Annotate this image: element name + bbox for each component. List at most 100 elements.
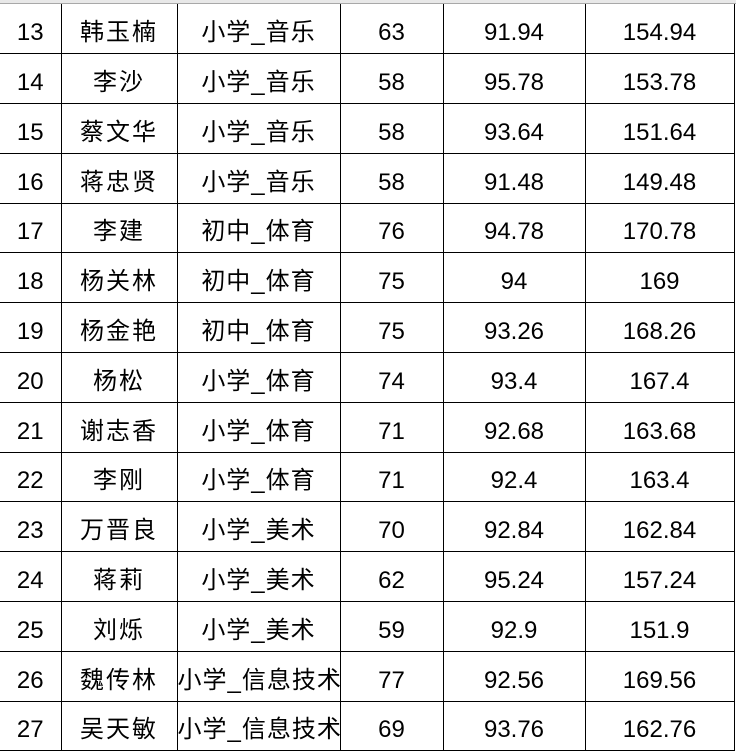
cell-position[interactable]: 小学_美术 <box>176 501 341 553</box>
cell-position[interactable]: 小学_体育 <box>176 401 341 453</box>
cell-row-number[interactable]: 15 <box>0 103 62 154</box>
cell-total-score[interactable]: 149.48 <box>584 152 735 204</box>
cell-total-score[interactable]: 157.24 <box>584 551 735 603</box>
cell-score-2[interactable]: 92.9 <box>442 601 586 652</box>
cell-name[interactable]: 杨松 <box>60 352 178 403</box>
cell-score-2[interactable]: 91.94 <box>442 4 586 55</box>
score-table-body: 13 韩玉楠 小学_音乐 63 91.94 154.94 14 李沙 小学_音乐… <box>0 4 735 752</box>
cell-row-number[interactable]: 18 <box>0 252 62 304</box>
cell-name[interactable]: 蒋忠贤 <box>60 152 178 204</box>
cell-score-2[interactable]: 92.56 <box>442 650 586 702</box>
table-row: 26 魏传林 小学_信息技术 77 92.56 169.56 <box>0 650 735 702</box>
cell-total-score[interactable]: 151.64 <box>584 103 735 154</box>
cell-score-1[interactable]: 77 <box>339 650 444 702</box>
cell-position[interactable]: 小学_体育 <box>176 352 341 403</box>
cell-position[interactable]: 小学_信息技术 <box>176 700 341 752</box>
cell-total-score[interactable]: 154.94 <box>584 4 735 55</box>
cell-position[interactable]: 初中_体育 <box>176 302 341 354</box>
cell-total-score[interactable]: 162.84 <box>584 501 735 553</box>
cell-name[interactable]: 杨关林 <box>60 252 178 304</box>
cell-score-2[interactable]: 93.76 <box>442 700 586 752</box>
cell-position[interactable]: 小学_音乐 <box>176 152 341 204</box>
cell-row-number[interactable]: 13 <box>0 4 62 55</box>
cell-score-1[interactable]: 63 <box>339 4 444 55</box>
cell-row-number[interactable]: 21 <box>0 401 62 453</box>
cell-name[interactable]: 吴天敏 <box>60 700 178 752</box>
cell-name[interactable]: 李建 <box>60 202 178 254</box>
cell-total-score[interactable]: 163.68 <box>584 401 735 453</box>
table-row: 23 万晋良 小学_美术 70 92.84 162.84 <box>0 501 735 553</box>
table-row: 22 李刚 小学_体育 71 92.4 163.4 <box>0 451 735 503</box>
cell-score-2[interactable]: 92.4 <box>442 451 586 503</box>
cell-position[interactable]: 初中_体育 <box>176 202 341 254</box>
cell-row-number[interactable]: 27 <box>0 700 62 752</box>
cell-score-1[interactable]: 58 <box>339 152 444 204</box>
table-row: 17 李建 初中_体育 76 94.78 170.78 <box>0 202 735 254</box>
cell-row-number[interactable]: 17 <box>0 202 62 254</box>
cell-score-1[interactable]: 76 <box>339 202 444 254</box>
cell-name[interactable]: 蔡文华 <box>60 103 178 154</box>
cell-total-score[interactable]: 162.76 <box>584 700 735 752</box>
cell-name[interactable]: 李沙 <box>60 53 178 105</box>
cell-name[interactable]: 李刚 <box>60 451 178 503</box>
cell-total-score[interactable]: 153.78 <box>584 53 735 105</box>
cell-score-1[interactable]: 59 <box>339 601 444 652</box>
cell-position[interactable]: 小学_美术 <box>176 601 341 652</box>
cell-name[interactable]: 蒋莉 <box>60 551 178 603</box>
cell-position[interactable]: 小学_音乐 <box>176 4 341 55</box>
cell-score-1[interactable]: 71 <box>339 401 444 453</box>
cell-score-2[interactable]: 93.26 <box>442 302 586 354</box>
cell-score-2[interactable]: 92.84 <box>442 501 586 553</box>
cell-position[interactable]: 小学_美术 <box>176 551 341 603</box>
table-row: 18 杨关林 初中_体育 75 94 169 <box>0 252 735 304</box>
cell-position[interactable]: 初中_体育 <box>176 252 341 304</box>
cell-score-2[interactable]: 94 <box>442 252 586 304</box>
cell-row-number[interactable]: 19 <box>0 302 62 354</box>
cell-total-score[interactable]: 168.26 <box>584 302 735 354</box>
cell-score-1[interactable]: 75 <box>339 252 444 304</box>
cell-position[interactable]: 小学_音乐 <box>176 103 341 154</box>
table-row: 20 杨松 小学_体育 74 93.4 167.4 <box>0 352 735 403</box>
cell-score-1[interactable]: 69 <box>339 700 444 752</box>
cell-score-1[interactable]: 71 <box>339 451 444 503</box>
cell-total-score[interactable]: 167.4 <box>584 352 735 403</box>
cell-total-score[interactable]: 163.4 <box>584 451 735 503</box>
cell-score-2[interactable]: 95.24 <box>442 551 586 603</box>
cell-row-number[interactable]: 14 <box>0 53 62 105</box>
cell-row-number[interactable]: 26 <box>0 650 62 702</box>
cell-row-number[interactable]: 20 <box>0 352 62 403</box>
cell-position[interactable]: 小学_信息技术 <box>176 650 341 702</box>
cell-row-number[interactable]: 23 <box>0 501 62 553</box>
cell-score-2[interactable]: 93.64 <box>442 103 586 154</box>
cell-score-1[interactable]: 74 <box>339 352 444 403</box>
cell-row-number[interactable]: 16 <box>0 152 62 204</box>
cell-row-number[interactable]: 22 <box>0 451 62 503</box>
cell-score-1[interactable]: 58 <box>339 103 444 154</box>
cell-name[interactable]: 万晋良 <box>60 501 178 553</box>
cell-name[interactable]: 谢志香 <box>60 401 178 453</box>
cell-score-2[interactable]: 95.78 <box>442 53 586 105</box>
cell-total-score[interactable]: 169 <box>584 252 735 304</box>
cell-total-score[interactable]: 170.78 <box>584 202 735 254</box>
cell-score-1[interactable]: 58 <box>339 53 444 105</box>
cell-row-number[interactable]: 24 <box>0 551 62 603</box>
cell-row-number[interactable]: 25 <box>0 601 62 652</box>
table-row: 19 杨金艳 初中_体育 75 93.26 168.26 <box>0 302 735 354</box>
cell-score-2[interactable]: 92.68 <box>442 401 586 453</box>
cell-total-score[interactable]: 169.56 <box>584 650 735 702</box>
cell-score-1[interactable]: 62 <box>339 551 444 603</box>
cell-name[interactable]: 魏传林 <box>60 650 178 702</box>
cell-score-2[interactable]: 94.78 <box>442 202 586 254</box>
table-row: 14 李沙 小学_音乐 58 95.78 153.78 <box>0 53 735 105</box>
cell-score-1[interactable]: 75 <box>339 302 444 354</box>
cell-position[interactable]: 小学_音乐 <box>176 53 341 105</box>
cell-score-1[interactable]: 70 <box>339 501 444 553</box>
cell-total-score[interactable]: 151.9 <box>584 601 735 652</box>
table-row: 16 蒋忠贤 小学_音乐 58 91.48 149.48 <box>0 152 735 204</box>
cell-score-2[interactable]: 91.48 <box>442 152 586 204</box>
cell-score-2[interactable]: 93.4 <box>442 352 586 403</box>
cell-name[interactable]: 杨金艳 <box>60 302 178 354</box>
cell-position[interactable]: 小学_体育 <box>176 451 341 503</box>
cell-name[interactable]: 刘烁 <box>60 601 178 652</box>
cell-name[interactable]: 韩玉楠 <box>60 4 178 55</box>
